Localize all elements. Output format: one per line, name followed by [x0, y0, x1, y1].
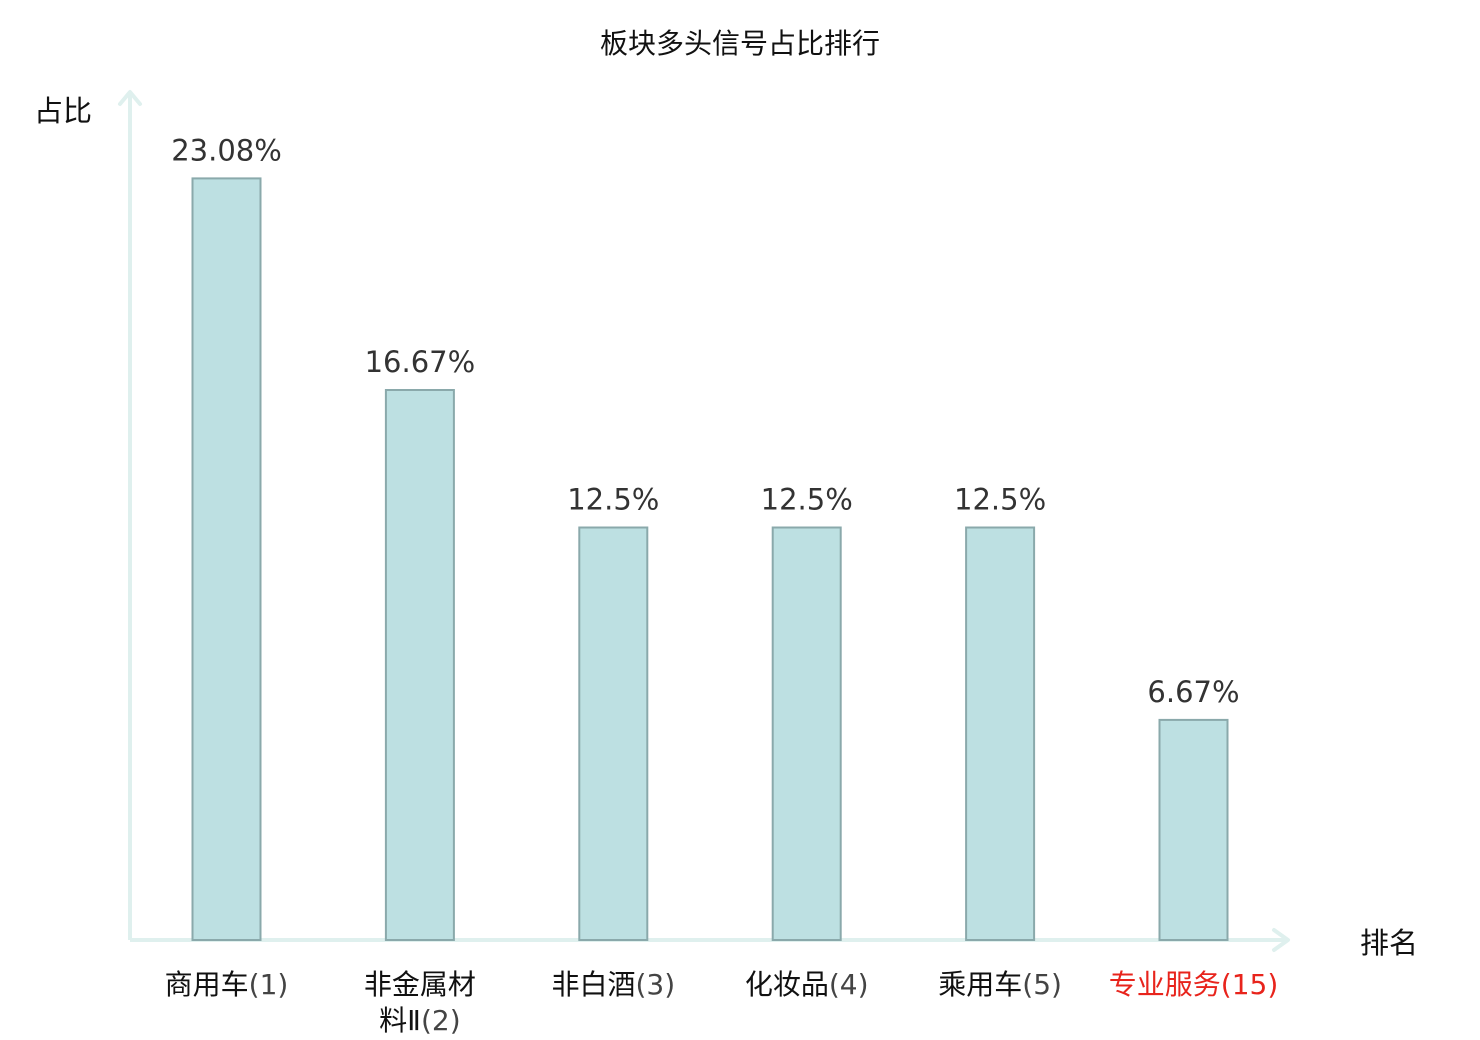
category-rank: (3): [635, 968, 675, 1001]
category-name: 料Ⅱ(2): [379, 1004, 460, 1037]
category-name: 乘用车(5): [938, 968, 1062, 1001]
value-labels-group: 23.08% 16.67% 12.5% 12.5% 12.5% 6.67%: [171, 133, 1239, 709]
x-axis-label: 排名: [1360, 926, 1418, 960]
category-label: 乘用车(5): [938, 968, 1062, 1001]
category-label: 非金属材料Ⅱ(2): [364, 968, 476, 1037]
bar: [1158, 718, 1229, 942]
category-name: 非白酒(3): [551, 968, 675, 1001]
bar: [384, 389, 455, 941]
category-label: 专业服务(15): [1109, 968, 1279, 1001]
category-label: 化妆品(4): [745, 968, 869, 1001]
bar-value-label: 16.67%: [365, 345, 476, 379]
bar-value-label: 12.5%: [567, 483, 659, 517]
bar-value-label: 23.08%: [171, 133, 282, 167]
y-axis-arrow-icon: [118, 90, 142, 106]
category-rank: (2): [421, 1004, 461, 1037]
category-name: 非金属材: [364, 968, 476, 1001]
bar: [191, 177, 262, 941]
x-axis-arrow-icon: [1272, 928, 1290, 952]
category-name: 化妆品(4): [745, 968, 869, 1001]
y-axis-label: 占比: [34, 94, 92, 128]
bar: [771, 526, 842, 941]
category-rank: (5): [1022, 968, 1062, 1001]
y-axis: [118, 90, 142, 940]
bar: [578, 526, 649, 941]
category-rank: (1): [249, 968, 289, 1001]
chart-title: 板块多头信号占比排行: [600, 27, 880, 60]
x-axis: [130, 928, 1290, 952]
bar: [965, 526, 1036, 941]
category-label: 商用车(1): [165, 968, 289, 1001]
category-rank: (15): [1221, 968, 1278, 1001]
category-name: 专业服务(15): [1109, 968, 1279, 1001]
bar-value-label: 12.5%: [761, 483, 853, 517]
category-name: 商用车(1): [165, 968, 289, 1001]
bar-value-label: 6.67%: [1147, 675, 1239, 709]
bars-group: [191, 177, 1229, 942]
category-label: 非白酒(3): [551, 968, 675, 1001]
bar-value-label: 12.5%: [954, 483, 1046, 517]
category-rank: (4): [829, 968, 869, 1001]
category-labels-group: 商用车(1) 非金属材料Ⅱ(2) 非白酒(3) 化妆品(4) 乘用车(5) 专业服务(15…: [165, 968, 1279, 1037]
